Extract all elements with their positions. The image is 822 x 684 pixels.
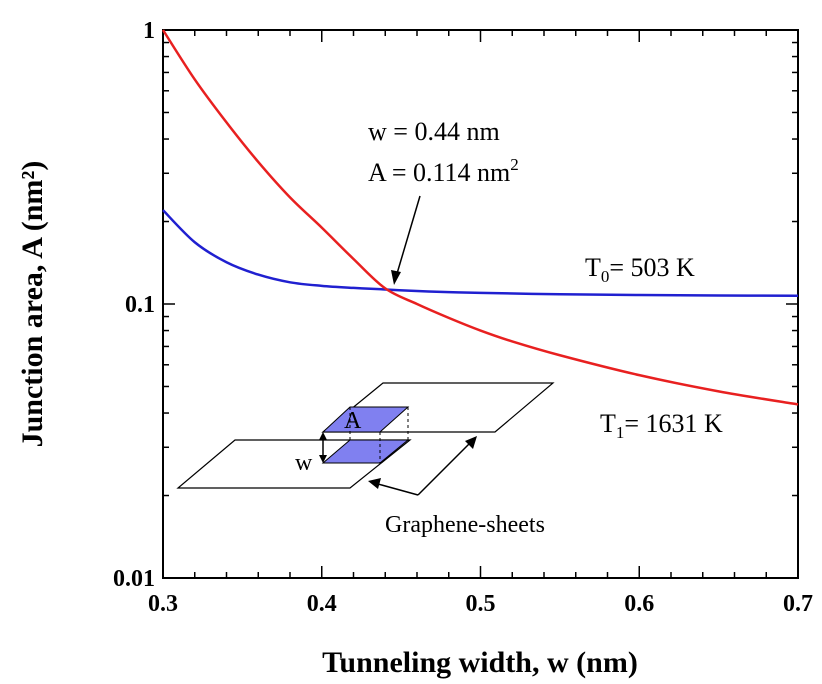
caption-arrowhead-1 xyxy=(368,478,381,489)
junction-area-top xyxy=(321,406,410,433)
series-label-t1-T: T xyxy=(600,409,616,438)
annotation-w: w = 0.44 nm xyxy=(368,117,500,146)
x-tick-label: 0.5 xyxy=(466,591,496,617)
series-label-t0-T: T xyxy=(585,253,601,282)
series-group xyxy=(161,29,799,406)
series-label-t0: T0= 503 K xyxy=(585,253,695,286)
series-line-0 xyxy=(162,209,799,297)
upper-graphene-sheet xyxy=(321,382,555,433)
series-label-t1: T1= 1631 K xyxy=(600,409,723,442)
series-line-1 xyxy=(161,29,799,406)
plot-frame xyxy=(162,29,799,579)
x-tick-label: 0.3 xyxy=(148,591,178,617)
series-label-t1-value: = 1631 K xyxy=(624,409,723,438)
annotation-arrowhead xyxy=(391,270,401,285)
axis-ticks xyxy=(162,30,799,579)
y-tick-label: 1 xyxy=(143,18,155,44)
series-label-t0-value: = 503 K xyxy=(609,253,695,282)
annotation-A-sup: 2 xyxy=(510,155,519,174)
caption-arrowhead-2 xyxy=(465,436,477,449)
x-tick-label: 0.4 xyxy=(307,591,337,617)
x-tick-labels: 0.3 0.4 0.5 0.6 0.7 xyxy=(148,591,813,617)
width-arrowhead-top xyxy=(319,432,327,440)
y-axis-title: Junction area, A (nm²) xyxy=(16,161,49,448)
caption-arrow-2 xyxy=(417,442,471,496)
width-arrowhead-bottom xyxy=(319,455,327,463)
x-tick-label: 0.7 xyxy=(783,591,813,617)
y-tick-label: 0.01 xyxy=(113,566,155,592)
annotation-arrow xyxy=(395,195,421,278)
inset-caption: Graphene-sheets xyxy=(385,512,545,538)
y-tick-label: 0.1 xyxy=(125,292,155,318)
inset-area-label: A xyxy=(344,408,362,434)
series-label-t1-sub: 1 xyxy=(616,423,625,442)
lower-graphene-sheet xyxy=(176,439,412,489)
y-tick-labels: 0.01 0.1 1 xyxy=(113,18,155,592)
inset-diagram: A w Graphene-sheets xyxy=(176,382,555,538)
x-tick-label: 0.6 xyxy=(624,591,654,617)
series-label-t0-sub: 0 xyxy=(601,267,610,286)
annotation-A-text: A = 0.114 nm xyxy=(368,158,510,187)
caption-arrow-1 xyxy=(377,483,419,496)
annotation-A: A = 0.114 nm2 xyxy=(368,155,519,187)
x-axis-title: Tunneling width, w (nm) xyxy=(322,646,638,679)
inset-width-label: w xyxy=(295,450,313,476)
